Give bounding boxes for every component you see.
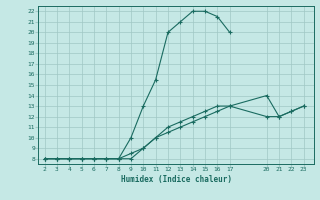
X-axis label: Humidex (Indice chaleur): Humidex (Indice chaleur): [121, 175, 231, 184]
